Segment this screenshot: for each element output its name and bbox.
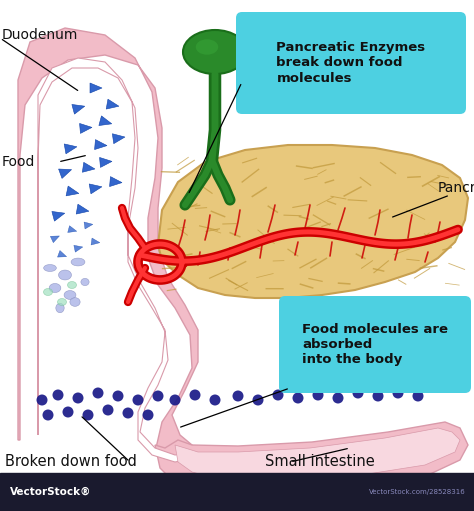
Bar [0, 473, 474, 511]
Polygon shape [99, 116, 112, 126]
Text: Small intestine: Small intestine [265, 454, 375, 470]
Ellipse shape [49, 284, 61, 293]
Ellipse shape [183, 30, 247, 74]
Polygon shape [112, 134, 125, 144]
Polygon shape [57, 250, 67, 257]
FancyBboxPatch shape [279, 296, 471, 393]
Ellipse shape [56, 304, 64, 313]
Polygon shape [76, 204, 89, 214]
Circle shape [92, 387, 103, 399]
Polygon shape [64, 144, 77, 154]
Circle shape [253, 394, 264, 406]
Circle shape [82, 409, 93, 421]
Circle shape [292, 392, 303, 404]
Polygon shape [52, 212, 65, 221]
Text: Pancreatic Enzymes
break down food
molecules: Pancreatic Enzymes break down food molec… [276, 41, 426, 84]
Ellipse shape [64, 291, 76, 299]
Polygon shape [90, 83, 102, 93]
Circle shape [332, 392, 344, 404]
Ellipse shape [57, 298, 66, 306]
Text: VectorStock®: VectorStock® [10, 487, 91, 497]
Circle shape [143, 409, 154, 421]
Circle shape [412, 390, 423, 402]
Circle shape [373, 390, 383, 402]
Circle shape [273, 389, 283, 401]
Circle shape [170, 394, 181, 406]
Polygon shape [66, 186, 79, 196]
Text: VectorStock.com/28528316: VectorStock.com/28528316 [369, 489, 466, 495]
Circle shape [353, 387, 364, 399]
FancyBboxPatch shape [236, 12, 466, 114]
Polygon shape [59, 169, 72, 178]
Ellipse shape [58, 270, 72, 280]
Ellipse shape [81, 278, 89, 286]
Circle shape [190, 389, 201, 401]
Circle shape [63, 406, 73, 417]
Polygon shape [106, 99, 119, 109]
Circle shape [36, 394, 47, 406]
Circle shape [112, 390, 124, 402]
Circle shape [153, 390, 164, 402]
Polygon shape [91, 238, 100, 245]
Ellipse shape [67, 282, 76, 289]
Ellipse shape [196, 39, 218, 55]
Polygon shape [109, 177, 122, 187]
Circle shape [102, 405, 113, 415]
Polygon shape [38, 58, 195, 462]
Text: Pancreas: Pancreas [438, 181, 474, 195]
Circle shape [122, 407, 134, 419]
Polygon shape [175, 428, 460, 480]
Circle shape [133, 394, 144, 406]
Polygon shape [89, 184, 102, 194]
Polygon shape [50, 236, 59, 243]
Polygon shape [158, 145, 468, 298]
Polygon shape [82, 162, 95, 172]
Text: Food: Food [2, 155, 36, 169]
Polygon shape [95, 140, 107, 150]
Circle shape [233, 390, 244, 402]
Text: Broken down food: Broken down food [5, 454, 137, 470]
Polygon shape [72, 104, 85, 114]
Polygon shape [18, 28, 220, 482]
Polygon shape [100, 157, 112, 168]
Polygon shape [155, 422, 468, 490]
Ellipse shape [71, 258, 85, 266]
Ellipse shape [44, 289, 53, 295]
Circle shape [53, 389, 64, 401]
Circle shape [43, 409, 54, 421]
Polygon shape [68, 226, 77, 233]
Polygon shape [84, 222, 93, 229]
Circle shape [392, 387, 403, 399]
Ellipse shape [70, 297, 80, 307]
Circle shape [312, 389, 323, 401]
Circle shape [73, 392, 83, 404]
Circle shape [210, 394, 220, 406]
Text: Food molecules are
absorbed
into the body: Food molecules are absorbed into the bod… [302, 323, 448, 366]
Polygon shape [80, 124, 92, 133]
Polygon shape [74, 245, 83, 252]
Ellipse shape [44, 265, 56, 271]
Text: Duodenum: Duodenum [2, 28, 78, 42]
